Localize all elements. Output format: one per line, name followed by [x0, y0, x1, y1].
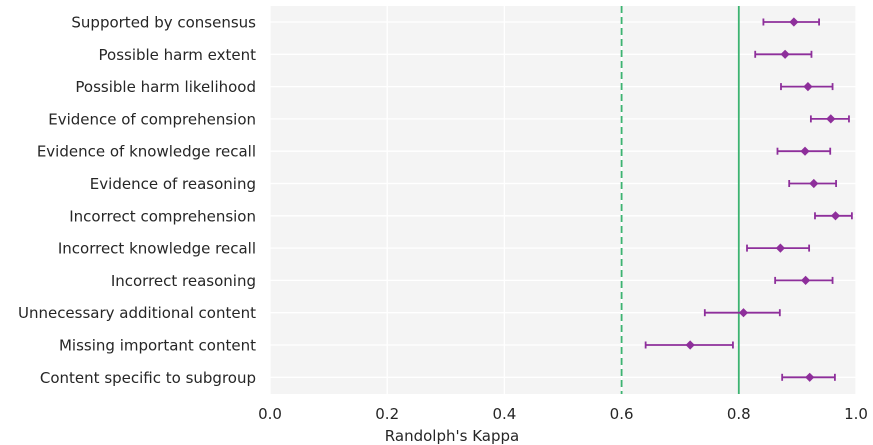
category-label-5: Evidence of reasoning	[90, 175, 256, 193]
x-tick-labels: 0.0 0.2 0.4 0.6 0.8 1.0	[258, 405, 868, 423]
estimate-point-4	[800, 146, 810, 156]
category-labels: Supported by consensus Possible harm exte…	[18, 14, 256, 387]
category-label-6: Incorrect comprehension	[69, 207, 256, 225]
category-label-4: Evidence of knowledge recall	[37, 143, 256, 161]
x-tick-label-4: 0.8	[727, 405, 751, 423]
category-label-7: Incorrect knowledge recall	[58, 240, 256, 258]
x-tick-label-1: 0.2	[375, 405, 399, 423]
estimate-point-5	[809, 178, 819, 189]
estimate-point-1	[780, 49, 790, 59]
estimate-marks	[644, 17, 853, 382]
estimate-point-11	[805, 372, 815, 382]
estimate-point-9	[738, 308, 749, 318]
estimate-point-7	[775, 243, 786, 253]
estimate-point-0	[789, 17, 799, 27]
category-label-11: Content specific to subgroup	[40, 369, 256, 387]
category-label-0: Supported by consensus	[71, 14, 256, 32]
category-label-9: Unnecessary additional content	[18, 304, 256, 322]
x-tick-label-5: 1.0	[844, 405, 868, 423]
category-label-1: Possible harm extent	[99, 46, 257, 64]
category-label-3: Evidence of comprehension	[48, 110, 256, 128]
x-tick-label-2: 0.4	[492, 405, 516, 423]
reference-lines	[620, 6, 740, 394]
estimate-point-2	[803, 82, 813, 92]
x-tick-label-3: 0.6	[610, 405, 634, 423]
category-label-10: Missing important content	[59, 337, 256, 355]
category-label-8: Incorrect reasoning	[111, 272, 256, 290]
estimate-point-3	[826, 114, 836, 124]
category-label-2: Possible harm likelihood	[75, 78, 256, 96]
x-tick-label-0: 0.0	[258, 405, 282, 423]
estimate-point-6	[830, 211, 841, 221]
estimate-point-8	[801, 275, 811, 285]
estimate-point-10	[685, 340, 695, 350]
plot-background	[270, 6, 856, 394]
x-axis-label: Randolph's Kappa	[385, 427, 519, 445]
